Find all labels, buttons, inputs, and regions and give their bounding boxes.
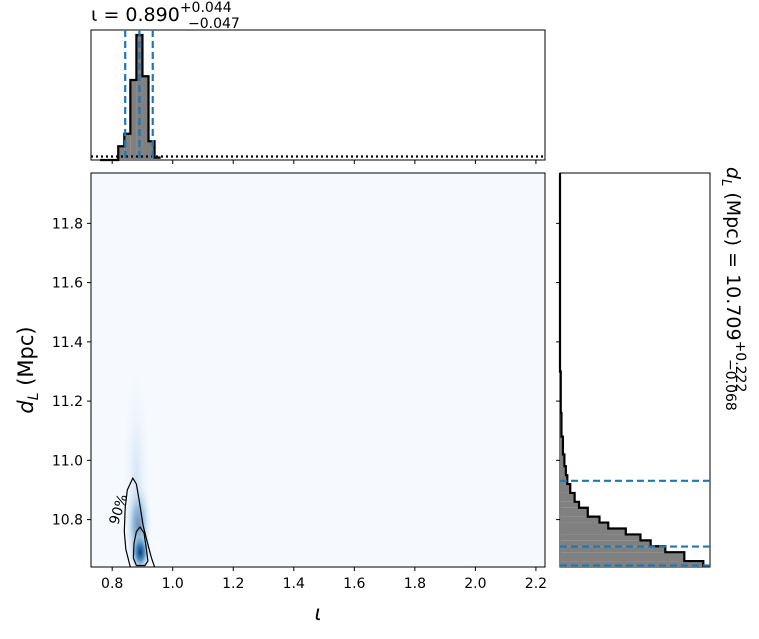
y-axis-label: dL (Mpc) (14, 326, 42, 413)
contour-90-line (123, 476, 156, 567)
x-axis-ticks: 0.8 1.0 1.2 1.4 1.6 1.8 2.0 2.2 (101, 567, 547, 592)
y-axis-ticks: 10.8 11.0 11.2 11.4 11.6 11.8 (52, 216, 91, 529)
joint-frame (90, 172, 546, 568)
distance-bar (560, 540, 651, 547)
x-tick-label: 1.2 (222, 576, 244, 592)
distance-bar (560, 501, 580, 508)
iota-title-prefix: ι = 0.890 (91, 4, 180, 26)
iota-bar (124, 133, 131, 160)
distance-title-lower: −0.068 (722, 359, 738, 411)
y-tick-label: 11.4 (52, 335, 83, 351)
distance-bar (560, 528, 626, 535)
y-tick-label: 10.8 (52, 513, 83, 529)
distance-marginal-ticks (556, 222, 560, 521)
iota-histogram-outline (100, 33, 161, 162)
y-label-unit: (Mpc) (14, 326, 38, 392)
distance-title-subscript: L (718, 179, 733, 186)
joint-density-panel: 90% 0.8 1.0 1.2 1.4 1.6 1.8 2.0 2.2 10.811.011.… (14, 172, 547, 625)
iota-marginal-frame (90, 29, 546, 161)
iota-title-upper: +0.044 (180, 0, 232, 16)
y-tick-label: 11.0 (52, 453, 83, 469)
distance-bar (560, 534, 641, 541)
distance-bar (560, 436, 563, 455)
distance-bar (560, 522, 609, 529)
distance-bar (560, 466, 566, 476)
x-tick-label: 1.8 (404, 576, 426, 592)
density-core (129, 530, 152, 567)
x-tick-label: 2.2 (525, 576, 547, 592)
distance-quantile-lines (560, 479, 710, 567)
iota-title-lower: −0.047 (188, 16, 240, 32)
distance-title-d: d (722, 167, 744, 180)
distance-title-main: (Mpc) = 10.709 (722, 186, 744, 340)
distance-bar (560, 492, 575, 502)
iota-marginal-ticks (111, 160, 537, 164)
iota-bar (142, 76, 149, 160)
distance-bar (560, 507, 588, 517)
distance-bar (560, 552, 685, 562)
x-tick-label: 1.4 (283, 576, 305, 592)
distance-bar (560, 561, 704, 567)
contour-inner-line (132, 525, 149, 567)
distance-bar (560, 475, 568, 485)
joint-density-layer (122, 365, 156, 567)
x-tick-label: 1.6 (343, 576, 365, 592)
iota-bar (130, 80, 137, 160)
distance-bar (560, 546, 666, 553)
x-tick-label: 2.0 (464, 576, 486, 592)
y-label-d: d (14, 400, 38, 414)
y-tick-label: 11.2 (52, 394, 83, 410)
iota-bar (154, 157, 161, 160)
x-tick-label: 0.8 (101, 576, 123, 592)
distance-bar (560, 516, 600, 523)
y-tick-label: 11.6 (52, 276, 83, 292)
distance-marginal-panel: dL (Mpc) = 10.709+0.222 −0.068 (556, 167, 748, 568)
y-label-sub: L (26, 392, 42, 400)
distance-marginal-title: dL (Mpc) = 10.709+0.222 (718, 167, 748, 392)
distance-bar (560, 454, 565, 467)
distance-bar (560, 484, 571, 493)
iota-marginal-title: ι = 0.890+0.044 (91, 0, 232, 26)
x-axis-label: ι (314, 601, 321, 625)
iota-bar (148, 141, 155, 160)
iota-bar (118, 146, 125, 160)
iota-marginal-panel: ι = 0.890+0.044 −0.047 (90, 0, 546, 164)
y-tick-label: 11.8 (52, 216, 83, 232)
distance-title-upper: +0.222 (732, 341, 748, 393)
distance-histogram-outline (558, 173, 705, 567)
joint-background (91, 173, 545, 567)
x-tick-label: 1.0 (162, 576, 184, 592)
